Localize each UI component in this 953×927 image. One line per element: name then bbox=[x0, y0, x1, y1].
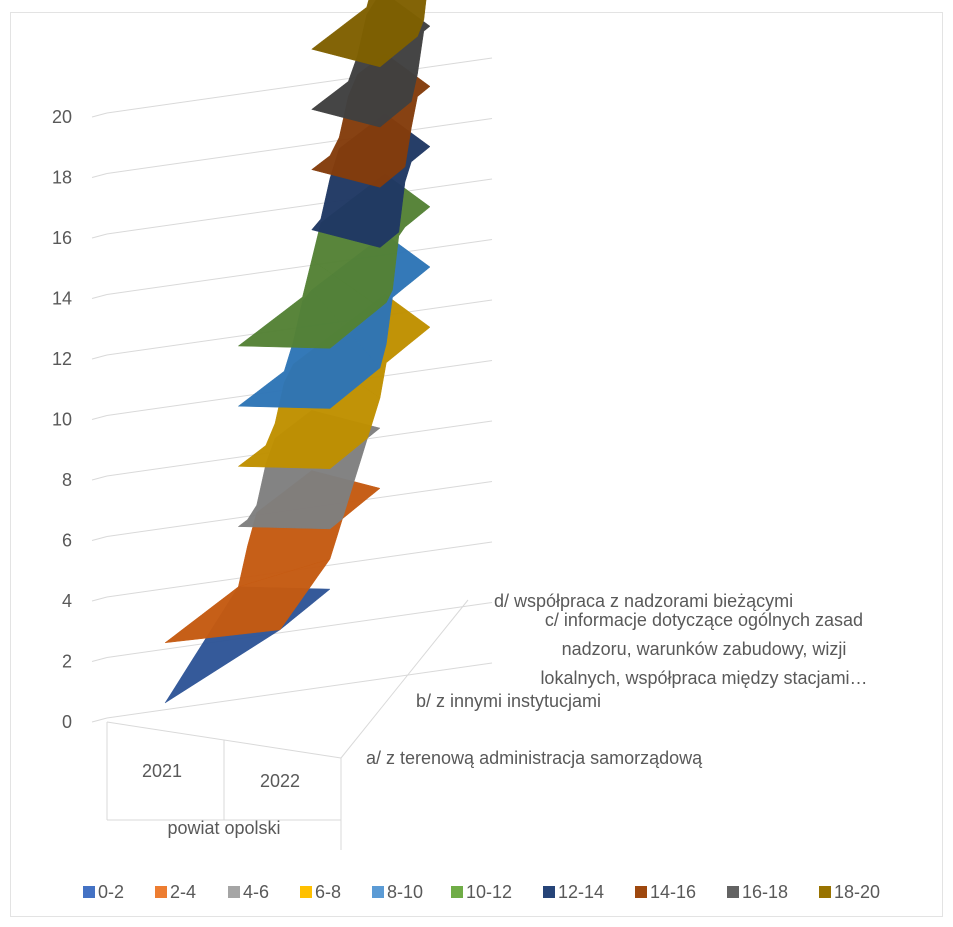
depth-category-label: a/ z terenową administracja samorządową bbox=[366, 748, 703, 768]
legend-label: 10-12 bbox=[466, 882, 512, 902]
y-gridline-tick bbox=[91, 536, 108, 541]
depth-category-line: lokalnych, współpraca między stacjami… bbox=[540, 668, 867, 688]
y-tick-label: 2 bbox=[62, 652, 72, 672]
x-category-group-label: powiat opolski bbox=[167, 818, 280, 838]
surface-band-10-12 bbox=[237, 259, 381, 349]
surface-band-18-20 bbox=[311, 0, 427, 68]
legend-swatch-10-12 bbox=[451, 886, 463, 898]
y-gridline-tick bbox=[91, 415, 108, 420]
y-gridline-tick bbox=[91, 112, 108, 118]
legend-swatch-14-16 bbox=[635, 886, 647, 898]
y-gridline-tick bbox=[91, 173, 108, 178]
legend-label: 14-16 bbox=[650, 882, 696, 902]
y-tick-label: 14 bbox=[52, 289, 72, 309]
legend-swatch-8-10 bbox=[372, 886, 384, 898]
chart-frame bbox=[10, 12, 943, 917]
legend-label: 2-4 bbox=[170, 882, 196, 902]
depth-category-label: c/ informacje dotyczące ogólnych zasad na… bbox=[540, 610, 867, 688]
y-tick-label: 16 bbox=[52, 228, 72, 248]
y-gridline-tick bbox=[91, 354, 108, 360]
y-gridline bbox=[106, 662, 493, 719]
legend-swatch-4-6 bbox=[228, 886, 240, 898]
y-gridline bbox=[106, 602, 493, 658]
chart-legend: 0-2 2-4 4-6 6-8 8-10 10-12 12-14 14-16 16-18 18-2… bbox=[83, 882, 880, 902]
y-gridline-tick bbox=[91, 717, 108, 723]
y-gridline bbox=[106, 178, 493, 235]
y-tick-label: 6 bbox=[62, 531, 72, 551]
y-gridline bbox=[106, 57, 493, 114]
legend-swatch-6-8 bbox=[300, 886, 312, 898]
y-tick-label: 0 bbox=[62, 712, 72, 732]
depth-category-line: c/ informacje dotyczące ogólnych zasad bbox=[545, 610, 863, 630]
chart-surface bbox=[164, 0, 431, 704]
y-tick-label: 12 bbox=[52, 349, 72, 369]
depth-category-label: b/ z innymi instytucjami bbox=[416, 691, 601, 711]
y-gridline bbox=[106, 239, 493, 295]
y-gridline-tick bbox=[91, 233, 108, 239]
y-tick-label: 18 bbox=[52, 168, 72, 188]
y-gridline-tick bbox=[91, 294, 108, 299]
legend-label: 8-10 bbox=[387, 882, 423, 902]
legend-swatch-2-4 bbox=[155, 886, 167, 898]
surface-band-2-4 bbox=[164, 558, 331, 644]
depth-category-line: nadzoru, warunków zabudowy, wizji bbox=[562, 639, 847, 659]
y-tick-label: 20 bbox=[52, 107, 72, 127]
legend-swatch-16-18 bbox=[727, 886, 739, 898]
x-category-label: 2021 bbox=[142, 761, 182, 781]
legend-label: 0-2 bbox=[98, 882, 124, 902]
y-gridline-tick bbox=[91, 596, 108, 602]
y-gridline-tick bbox=[91, 475, 108, 481]
y-gridline-tick bbox=[91, 657, 108, 662]
legend-label: 16-18 bbox=[742, 882, 788, 902]
chart-floor bbox=[106, 599, 469, 850]
legend-label: 12-14 bbox=[558, 882, 604, 902]
y-gridline bbox=[106, 118, 493, 174]
legend-swatch-12-14 bbox=[543, 886, 555, 898]
depth-axis-categories: a/ z terenową administracja samorządową b… bbox=[366, 591, 868, 768]
x-category-label: 2022 bbox=[260, 771, 300, 791]
y-tick-label: 4 bbox=[62, 591, 72, 611]
legend-label: 18-20 bbox=[834, 882, 880, 902]
y-axis-ticks: 0 2 4 6 8 10 12 14 16 18 20 bbox=[52, 107, 72, 732]
depth-category-label: d/ współpraca z nadzorami bieżącymi bbox=[494, 591, 793, 611]
legend-label: 4-6 bbox=[243, 882, 269, 902]
surface-band-8-10 bbox=[237, 289, 381, 409]
legend-label: 6-8 bbox=[315, 882, 341, 902]
y-tick-label: 10 bbox=[52, 410, 72, 430]
x-axis-categories: 2021 2022 powiat opolski bbox=[142, 761, 300, 838]
y-tick-label: 8 bbox=[62, 470, 72, 490]
floor-depth-edge bbox=[340, 599, 469, 759]
legend-swatch-18-20 bbox=[819, 886, 831, 898]
legend-swatch-0-2 bbox=[83, 886, 95, 898]
